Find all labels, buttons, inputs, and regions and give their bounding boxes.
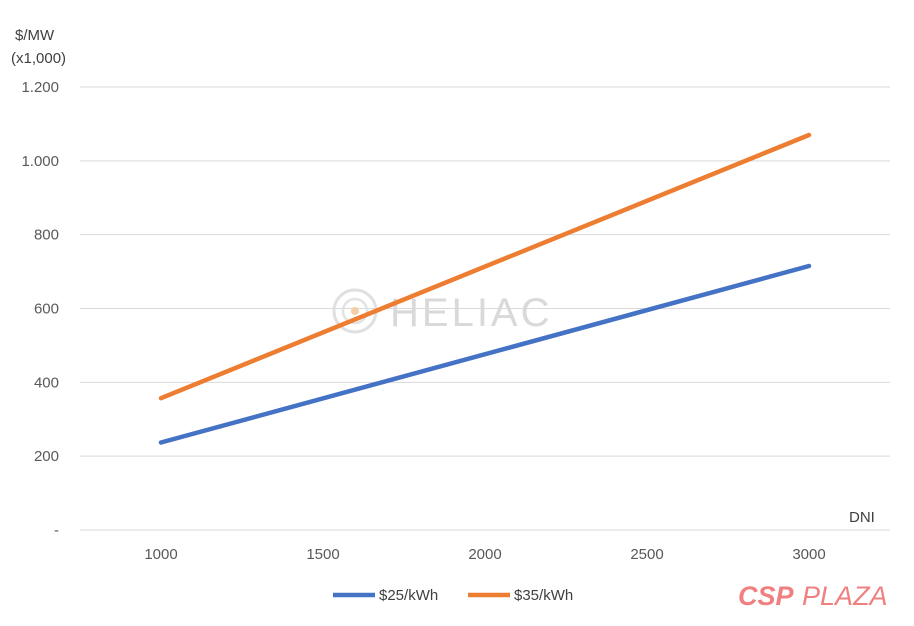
csp-plaza-logo: CSP PLAZA [738,581,888,611]
y-tick-label: 1.200 [21,79,59,96]
y-tick-label: 400 [34,374,59,391]
series-lines [158,132,812,445]
heliac-watermark: HELIAC [332,288,553,335]
y-tick-label: 1.000 [21,153,59,170]
y-axis-label-line2: (x1,000) [11,50,66,67]
y-tick-label: 600 [34,301,59,318]
x-tick-label: 3000 [792,546,825,563]
legend: $25/kWh $35/kWh [333,587,573,604]
x-axis-label: DNI [849,509,875,526]
x-tick-label: 2000 [468,546,501,563]
legend-label-2: $35/kWh [514,587,573,604]
x-tick-label: 2500 [630,546,663,563]
series-line-1 [158,263,812,445]
y-tick-labels: - 200 400 600 800 1.000 1.200 [21,79,59,539]
gridlines [80,86,890,531]
y-tick-label: 800 [34,227,59,244]
x-tick-labels: 1000 1500 2000 2500 3000 [144,546,825,563]
svg-text:CSP PLAZA: CSP PLAZA [738,581,888,611]
y-tick-label: 200 [34,448,59,465]
y-axis-label-line1: $/MW [15,27,55,44]
brand-part-2: PLAZA [802,581,888,611]
y-tick-label: - [54,522,59,539]
series-line-2 [158,132,812,401]
brand-part-1: CSP [738,581,795,611]
watermark-text: HELIAC [390,291,553,335]
heliac-logo-icon [332,288,378,334]
legend-label-1: $25/kWh [379,587,438,604]
x-tick-label: 1000 [144,546,177,563]
x-tick-label: 1500 [306,546,339,563]
